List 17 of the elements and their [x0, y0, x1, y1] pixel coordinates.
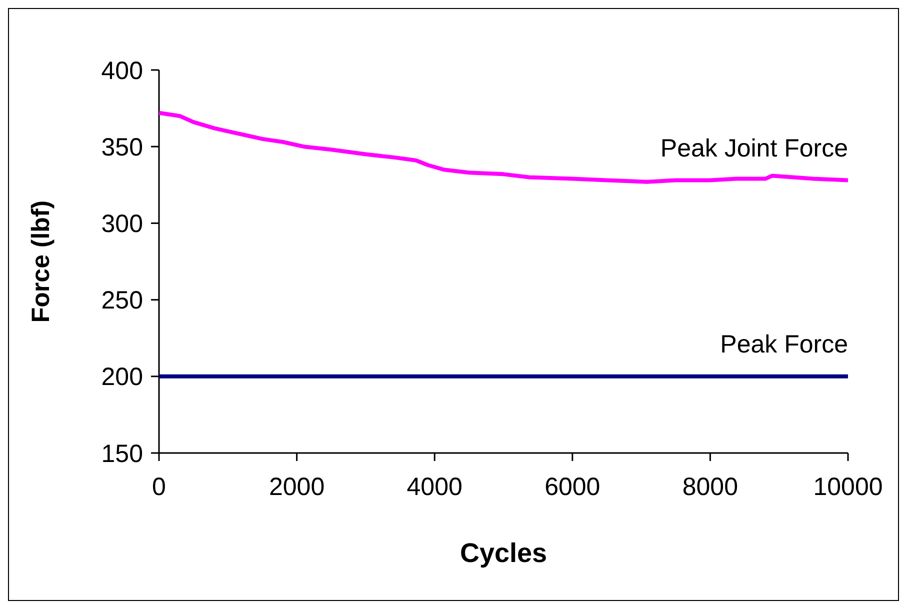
series-label: Peak Force: [720, 330, 848, 358]
line-series: [157, 110, 850, 184]
series-label: Peak Joint Force: [660, 134, 848, 162]
x-tick-label: 6000: [544, 473, 600, 501]
y-tick-label: 200: [101, 363, 143, 392]
x-tick-label: 4000: [406, 473, 462, 501]
x-axis-title: Cycles: [460, 538, 548, 568]
x-tick-label: 0: [152, 473, 166, 501]
y-tick-label: 150: [101, 440, 143, 468]
y-tick-label: 350: [101, 133, 143, 162]
x-tick-label: 8000: [682, 473, 738, 501]
y-tick-label: 400: [101, 56, 143, 85]
x-tick-label: 10000: [813, 473, 883, 501]
x-tick-label: 2000: [268, 473, 325, 501]
y-tick-label: 250: [101, 286, 143, 315]
y-axis-title: Force (lbf): [27, 200, 55, 323]
y-tick-label: 300: [101, 210, 143, 238]
